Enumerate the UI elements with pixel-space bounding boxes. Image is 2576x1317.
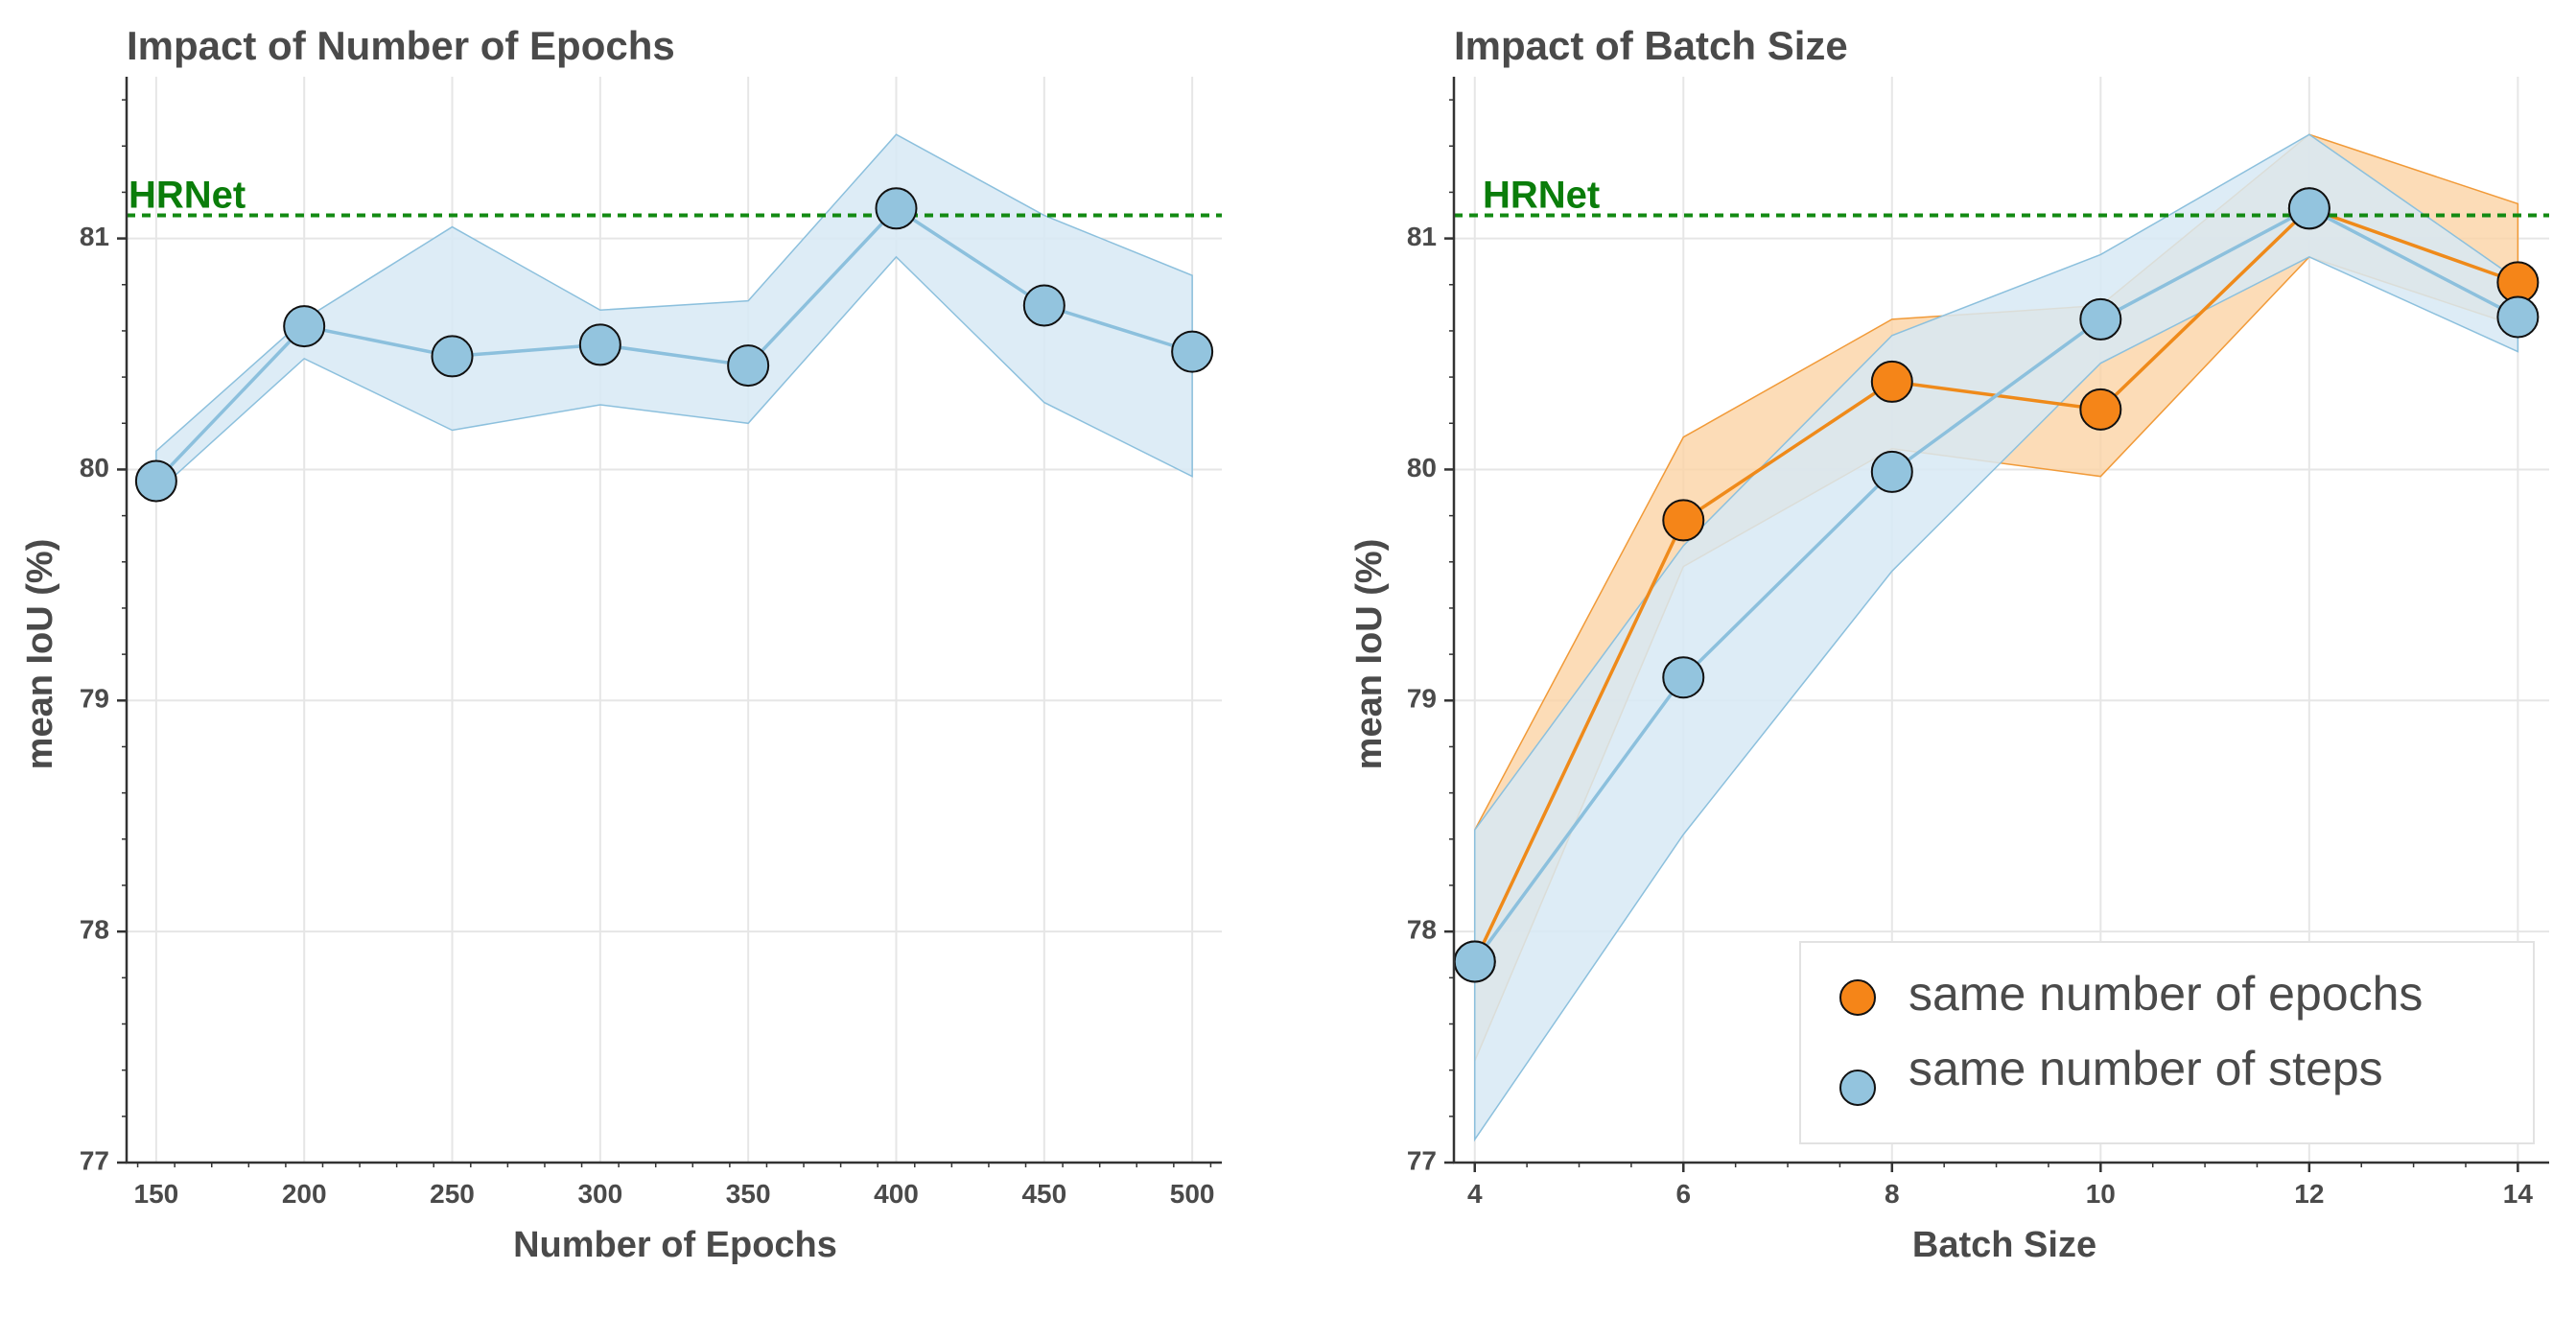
x-tick-label: 4: [1467, 1179, 1483, 1209]
plot-area: HRNet 77 78 79 80 81 4 6 8 10 12 14: [1407, 77, 2549, 1209]
x-tick-label: 150: [134, 1179, 179, 1209]
data-point: [1662, 499, 1705, 542]
x-axis-label: Batch Size: [1912, 1225, 2096, 1265]
data-point: [134, 459, 177, 503]
data-point: [2496, 295, 2540, 339]
x-tick-label: 200: [282, 1179, 327, 1209]
data-point: [578, 323, 621, 366]
data-point: [2079, 388, 2122, 431]
y-tick-label: 79: [1407, 684, 1437, 714]
data-point: [727, 344, 770, 388]
y-tick-label: 78: [80, 915, 109, 945]
x-tick-label: 12: [2294, 1179, 2324, 1209]
y-tick-label: 80: [80, 453, 109, 482]
y-tick-label: 80: [1407, 453, 1437, 482]
chart-batch-size: HRNet 77 78 79 80 81 4 6 8 10 12 14 Impact of Batch…: [1349, 23, 2549, 1265]
legend-label-epochs: same number of epochs: [1909, 967, 2423, 1021]
y-axis-label: mean IoU (%): [1349, 539, 1390, 770]
reference-label: HRNet: [1483, 175, 1600, 217]
data-point: [1870, 450, 1913, 493]
legend-marker-epochs: [1839, 979, 1876, 1016]
data-point: [431, 335, 474, 378]
plot-area: HRNet 77 78 79 80 81 150 200 250 300 350 400 450 500: [80, 77, 1222, 1209]
x-tick-label: 400: [874, 1179, 919, 1209]
x-tick-label: 500: [1170, 1179, 1215, 1209]
data-point: [2287, 187, 2330, 230]
x-tick-label: 8: [1885, 1179, 1900, 1209]
legend-marker-steps: [1839, 1070, 1876, 1106]
series-line: [154, 206, 1193, 482]
y-tick-label: 81: [80, 222, 109, 251]
x-tick-label: 10: [2086, 1179, 2116, 1209]
y-tick-label: 78: [1407, 915, 1437, 945]
y-tick-label: 77: [1407, 1145, 1437, 1175]
data-point: [1662, 656, 1705, 699]
chart-title: Impact of Number of Epochs: [127, 23, 675, 68]
x-tick-label: 250: [430, 1179, 475, 1209]
data-point: [1171, 330, 1214, 373]
data-point: [1453, 940, 1496, 983]
data-point: [2079, 297, 2122, 341]
legend-box: [1799, 941, 2535, 1144]
y-tick-label: 77: [80, 1145, 109, 1175]
data-point: [1870, 360, 1913, 403]
x-tick-label: 300: [577, 1179, 622, 1209]
x-tick-label: 6: [1675, 1179, 1691, 1209]
reference-label: HRNet: [129, 175, 246, 217]
chart-title: Impact of Batch Size: [1454, 23, 1848, 68]
confidence-band: [1474, 133, 2519, 1142]
series-line: [1473, 206, 2519, 963]
legend-label-steps: same number of steps: [1909, 1042, 2383, 1095]
data-point: [283, 305, 326, 348]
x-tick-label: 14: [2503, 1179, 2534, 1209]
y-tick-label: 79: [80, 684, 109, 714]
x-tick-label: 450: [1021, 1179, 1066, 1209]
data-point: [875, 187, 918, 230]
x-tick-label: 350: [726, 1179, 771, 1209]
confidence-band: [155, 133, 1193, 495]
y-axis-label: mean IoU (%): [20, 539, 60, 770]
data-point: [1022, 284, 1066, 327]
y-tick-label: 81: [1407, 222, 1437, 251]
legend: same number of epochs same number of ste…: [1799, 941, 2535, 1144]
x-axis-label: Number of Epochs: [513, 1225, 837, 1265]
